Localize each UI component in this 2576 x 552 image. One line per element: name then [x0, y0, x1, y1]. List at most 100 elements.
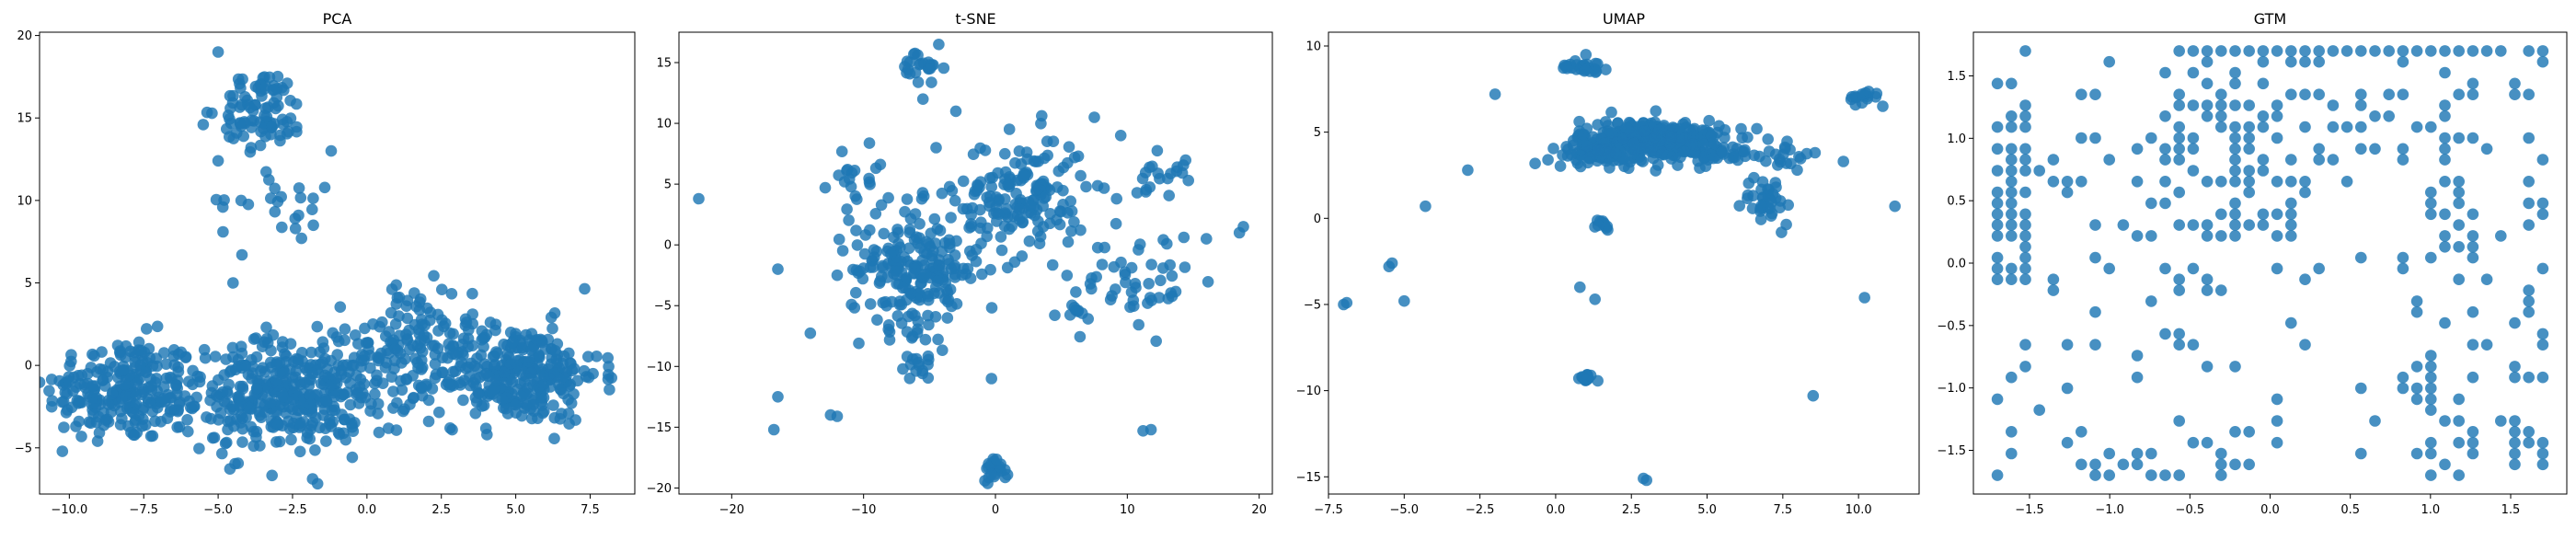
data-point	[387, 385, 399, 397]
data-point	[2410, 361, 2423, 373]
data-point	[2536, 55, 2549, 68]
data-point	[2257, 121, 2270, 133]
data-point	[1589, 293, 1601, 305]
data-point	[2397, 371, 2409, 384]
data-point	[2159, 262, 2171, 275]
data-point	[91, 435, 104, 447]
data-point	[116, 412, 128, 425]
data-point	[266, 121, 278, 133]
data-point	[2439, 316, 2451, 329]
data-point	[1166, 270, 1179, 282]
data-point	[1156, 262, 1169, 274]
data-point	[1687, 124, 1699, 136]
data-point	[2201, 110, 2214, 122]
data-point	[841, 203, 853, 215]
data-point	[967, 148, 980, 160]
x-tick-label: 5.0	[1697, 503, 1717, 517]
data-point	[294, 417, 306, 430]
data-point	[2006, 208, 2018, 221]
data-point	[2173, 339, 2185, 351]
data-point	[2243, 219, 2255, 231]
data-point	[457, 332, 470, 345]
data-point	[490, 346, 502, 358]
data-point	[87, 397, 100, 409]
data-point	[399, 353, 411, 365]
data-point	[286, 403, 299, 416]
data-point	[2145, 197, 2157, 210]
data-point	[976, 268, 988, 281]
data-point	[928, 213, 941, 225]
data-point	[2425, 469, 2437, 481]
data-point	[2467, 241, 2479, 253]
data-point	[2467, 436, 2479, 449]
data-point	[234, 380, 247, 393]
data-point	[320, 435, 332, 447]
data-point	[1577, 372, 1589, 384]
data-point	[1023, 235, 1036, 247]
data-point	[127, 429, 140, 442]
data-point	[311, 477, 324, 490]
data-point	[2536, 208, 2549, 221]
data-point	[1719, 132, 1731, 144]
data-point	[979, 144, 992, 156]
data-point	[859, 229, 872, 241]
data-point	[2257, 110, 2270, 122]
data-point	[2313, 88, 2325, 100]
data-point	[2131, 230, 2144, 242]
data-point	[909, 262, 921, 275]
data-point	[2243, 176, 2255, 188]
data-point	[2103, 55, 2115, 68]
data-point	[383, 422, 395, 434]
data-point	[2006, 165, 2018, 177]
data-point	[2523, 219, 2535, 231]
data-point	[2299, 88, 2311, 100]
data-point	[847, 263, 859, 276]
data-point	[212, 46, 224, 58]
data-point	[2229, 66, 2241, 79]
data-point	[1807, 389, 1820, 402]
data-point	[2006, 447, 2018, 460]
data-point	[1064, 309, 1076, 321]
y-tick-label: −10	[1296, 385, 1321, 398]
y-tick-label: 10	[17, 194, 32, 208]
data-point	[250, 351, 263, 363]
data-point	[2313, 143, 2325, 155]
data-point	[2536, 458, 2549, 471]
data-point	[2425, 197, 2437, 210]
data-point	[882, 319, 895, 331]
y-tick-label: −15	[1296, 471, 1321, 485]
data-point	[1565, 148, 1578, 161]
data-point	[2271, 208, 2283, 221]
data-point	[1072, 150, 1085, 163]
data-point	[2397, 88, 2409, 100]
y-tick-label: 15	[17, 112, 32, 126]
data-point	[43, 385, 55, 397]
data-point	[1162, 172, 1174, 185]
data-point	[1139, 167, 1152, 178]
data-point	[475, 349, 488, 362]
data-point	[2019, 110, 2031, 122]
data-point	[1032, 182, 1044, 195]
data-point	[2215, 99, 2227, 111]
data-point	[1070, 286, 1082, 298]
data-point	[1133, 244, 1144, 256]
data-point	[2201, 55, 2214, 68]
data-point	[2439, 154, 2451, 166]
data-point	[981, 230, 993, 243]
data-point	[346, 420, 359, 433]
data-point	[1090, 270, 1102, 283]
data-point	[2019, 186, 2031, 199]
data-point	[933, 287, 945, 299]
data-point	[153, 391, 166, 404]
data-point	[534, 351, 546, 363]
data-point	[1742, 132, 1754, 144]
data-point	[501, 408, 514, 420]
data-point	[999, 166, 1012, 178]
data-point	[2439, 208, 2451, 221]
data-point	[134, 359, 146, 372]
data-point	[277, 391, 290, 403]
data-point	[346, 451, 359, 464]
data-point	[1088, 111, 1100, 123]
data-point	[2257, 165, 2270, 177]
